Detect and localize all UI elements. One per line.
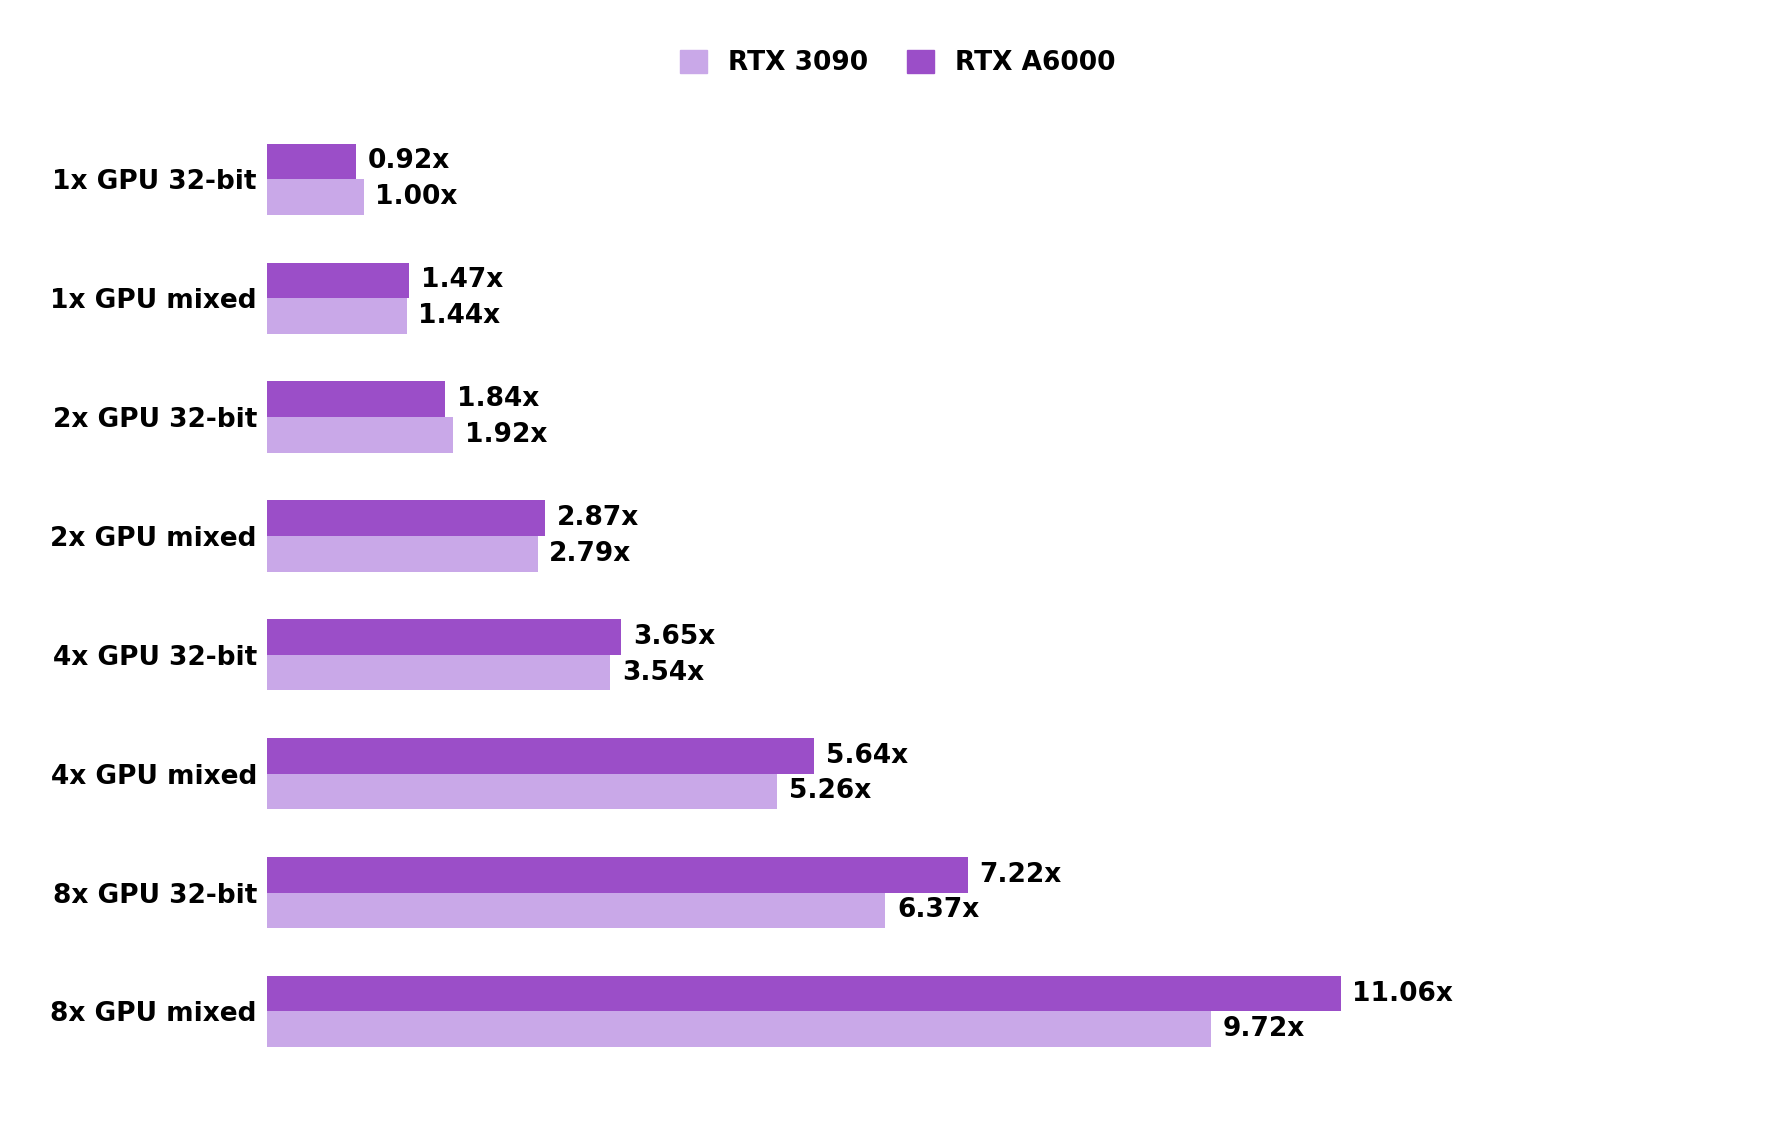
Bar — [267, 654, 610, 691]
Bar — [267, 144, 356, 179]
Text: 5.64x: 5.64x — [827, 743, 909, 769]
Bar — [267, 892, 885, 928]
Text: 1.47x: 1.47x — [421, 268, 503, 294]
Text: 1.00x: 1.00x — [375, 184, 457, 210]
Text: 3.65x: 3.65x — [633, 624, 715, 650]
Bar — [267, 738, 814, 773]
Text: 1.44x: 1.44x — [418, 303, 500, 329]
Bar — [267, 381, 444, 417]
Bar — [267, 536, 537, 572]
Text: 3.54x: 3.54x — [622, 660, 704, 686]
Text: 7.22x: 7.22x — [980, 862, 1061, 888]
Bar — [267, 1012, 1211, 1047]
Text: 2.87x: 2.87x — [557, 505, 640, 531]
Bar — [267, 263, 409, 298]
Text: 6.37x: 6.37x — [896, 897, 980, 923]
Bar — [267, 417, 453, 452]
Bar — [267, 619, 621, 654]
Text: 2.79x: 2.79x — [549, 541, 631, 567]
Bar — [267, 773, 777, 810]
Bar — [267, 298, 407, 333]
Text: 1.84x: 1.84x — [457, 387, 539, 413]
Bar — [267, 500, 546, 536]
Legend: RTX 3090, RTX A6000: RTX 3090, RTX A6000 — [667, 36, 1129, 90]
Text: 5.26x: 5.26x — [789, 778, 871, 804]
Text: 1.92x: 1.92x — [464, 422, 548, 448]
Bar — [267, 975, 1341, 1012]
Text: 11.06x: 11.06x — [1353, 981, 1453, 1007]
Text: 9.72x: 9.72x — [1221, 1016, 1305, 1042]
Text: 0.92x: 0.92x — [368, 149, 450, 175]
Bar — [267, 179, 364, 215]
Bar — [267, 857, 967, 892]
